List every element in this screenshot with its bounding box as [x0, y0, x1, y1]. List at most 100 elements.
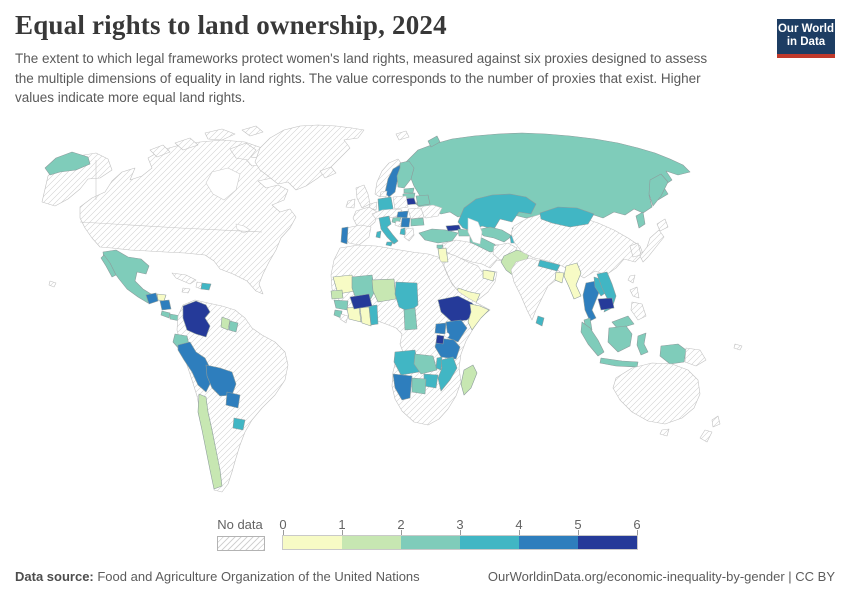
country-arctic-island-4[interactable]	[241, 125, 264, 137]
legend-no-data-swatch[interactable]	[217, 536, 265, 551]
country-estonia[interactable]	[403, 187, 415, 194]
legend-bin[interactable]	[519, 536, 578, 549]
legend-bin[interactable]	[342, 536, 401, 549]
country-costa-rica[interactable]	[160, 310, 171, 319]
country-baffin[interactable]	[229, 142, 257, 161]
country-mexico-baja[interactable]	[100, 254, 117, 278]
country-mexico[interactable]	[102, 249, 157, 304]
country-myanmar[interactable]	[563, 262, 582, 300]
legend-bin[interactable]	[460, 536, 519, 549]
country-uzbekistan[interactable]	[475, 226, 513, 243]
country-philippines-mindanao[interactable]	[630, 301, 647, 321]
country-arctic-island-2[interactable]	[174, 137, 199, 151]
country-togo-benin[interactable]	[368, 304, 379, 326]
country-bangladesh[interactable]	[554, 271, 565, 284]
country-italy[interactable]	[378, 215, 399, 245]
country-serbia[interactable]	[400, 217, 411, 228]
country-jamaica[interactable]	[181, 287, 191, 294]
country-mozambique[interactable]	[437, 356, 458, 392]
country-philippines-luzon[interactable]	[629, 286, 640, 299]
country-tasmania[interactable]	[659, 428, 670, 437]
country-new-zealand-north[interactable]	[711, 415, 721, 428]
country-dominican-republic[interactable]	[200, 282, 212, 291]
country-russia-chukotka[interactable]	[44, 151, 91, 176]
country-russia-kamchatka[interactable]	[648, 173, 669, 207]
country-cambodia[interactable]	[597, 297, 615, 311]
country-colombia[interactable]	[182, 300, 211, 338]
country-romania[interactable]	[407, 207, 425, 220]
country-botswana[interactable]	[411, 377, 427, 395]
country-honduras[interactable]	[156, 293, 167, 302]
country-new-caledonia[interactable]	[733, 343, 743, 351]
owid-logo[interactable]: Our World in Data	[777, 19, 835, 58]
country-portugal[interactable]	[340, 226, 349, 245]
legend-bin[interactable]	[578, 536, 637, 549]
country-belarus[interactable]	[415, 194, 431, 207]
country-turkey[interactable]	[418, 228, 459, 244]
attribution-note[interactable]: OurWorldinData.org/economic-inequality-b…	[487, 569, 835, 584]
country-malawi[interactable]	[435, 356, 443, 371]
country-indonesia-papua[interactable]	[659, 343, 687, 365]
country-denmark[interactable]	[379, 190, 388, 198]
country-indonesia-sumatra[interactable]	[580, 321, 605, 357]
country-senegal[interactable]	[330, 289, 344, 300]
country-greece[interactable]	[403, 227, 415, 242]
country-finland[interactable]	[396, 160, 415, 189]
country-russia-novaya-zemlya[interactable]	[427, 135, 441, 148]
country-liberia[interactable]	[339, 313, 349, 324]
country-usa-canada[interactable]	[79, 139, 297, 295]
country-nepal[interactable]	[537, 259, 561, 272]
country-japan-honshu[interactable]	[639, 229, 665, 263]
country-france[interactable]	[352, 206, 378, 230]
country-chile[interactable]	[197, 393, 223, 490]
country-cuba[interactable]	[171, 272, 197, 285]
country-russia[interactable]	[405, 132, 691, 220]
country-burkina-faso[interactable]	[349, 293, 373, 310]
country-guyana[interactable]	[220, 316, 231, 331]
country-uruguay[interactable]	[232, 417, 246, 431]
country-somalia[interactable]	[467, 303, 490, 331]
country-namibia[interactable]	[392, 373, 413, 401]
country-nicaragua[interactable]	[159, 299, 172, 311]
country-greenland[interactable]	[254, 124, 365, 191]
country-uganda[interactable]	[434, 322, 447, 335]
country-australia[interactable]	[612, 362, 701, 425]
legend-bin[interactable]	[401, 536, 460, 549]
country-indonesia-kalimantan[interactable]	[607, 325, 633, 353]
country-hungary[interactable]	[396, 210, 409, 219]
country-new-zealand-south[interactable]	[699, 429, 713, 443]
country-bulgaria[interactable]	[410, 217, 425, 227]
country-sri-lanka[interactable]	[535, 315, 545, 327]
country-rwanda-burundi[interactable]	[435, 334, 445, 345]
country-sardinia[interactable]	[375, 230, 382, 239]
country-niger[interactable]	[371, 278, 397, 303]
country-albania[interactable]	[399, 227, 406, 236]
country-arabia[interactable]	[443, 251, 498, 303]
country-jordan[interactable]	[437, 247, 449, 263]
country-zambia[interactable]	[413, 353, 438, 375]
country-suriname[interactable]	[228, 320, 239, 333]
country-taiwan[interactable]	[627, 274, 636, 284]
country-ireland[interactable]	[345, 198, 356, 209]
country-guinea[interactable]	[333, 299, 349, 311]
country-papua-new-guinea[interactable]	[684, 347, 707, 367]
country-madagascar[interactable]	[460, 364, 478, 396]
country-guatemala[interactable]	[145, 292, 159, 305]
country-peru[interactable]	[177, 341, 213, 393]
country-uae[interactable]	[482, 269, 496, 282]
country-bosnia[interactable]	[394, 220, 403, 228]
country-arctic-island-3[interactable]	[204, 128, 236, 141]
country-arctic-island-1[interactable]	[149, 144, 171, 158]
country-united-kingdom[interactable]	[355, 184, 371, 209]
country-indonesia-java[interactable]	[599, 357, 639, 368]
country-angola[interactable]	[393, 349, 420, 376]
country-indonesia-sulawesi[interactable]	[636, 332, 649, 356]
country-iceland[interactable]	[319, 166, 337, 179]
country-paraguay[interactable]	[225, 391, 241, 409]
legend-bin[interactable]	[283, 536, 342, 549]
country-poland[interactable]	[392, 195, 409, 210]
country-mongolia[interactable]	[539, 206, 595, 228]
country-sicily[interactable]	[385, 241, 394, 247]
country-japan-hokkaido[interactable]	[656, 218, 669, 232]
country-malaysia-borneo[interactable]	[611, 315, 635, 330]
